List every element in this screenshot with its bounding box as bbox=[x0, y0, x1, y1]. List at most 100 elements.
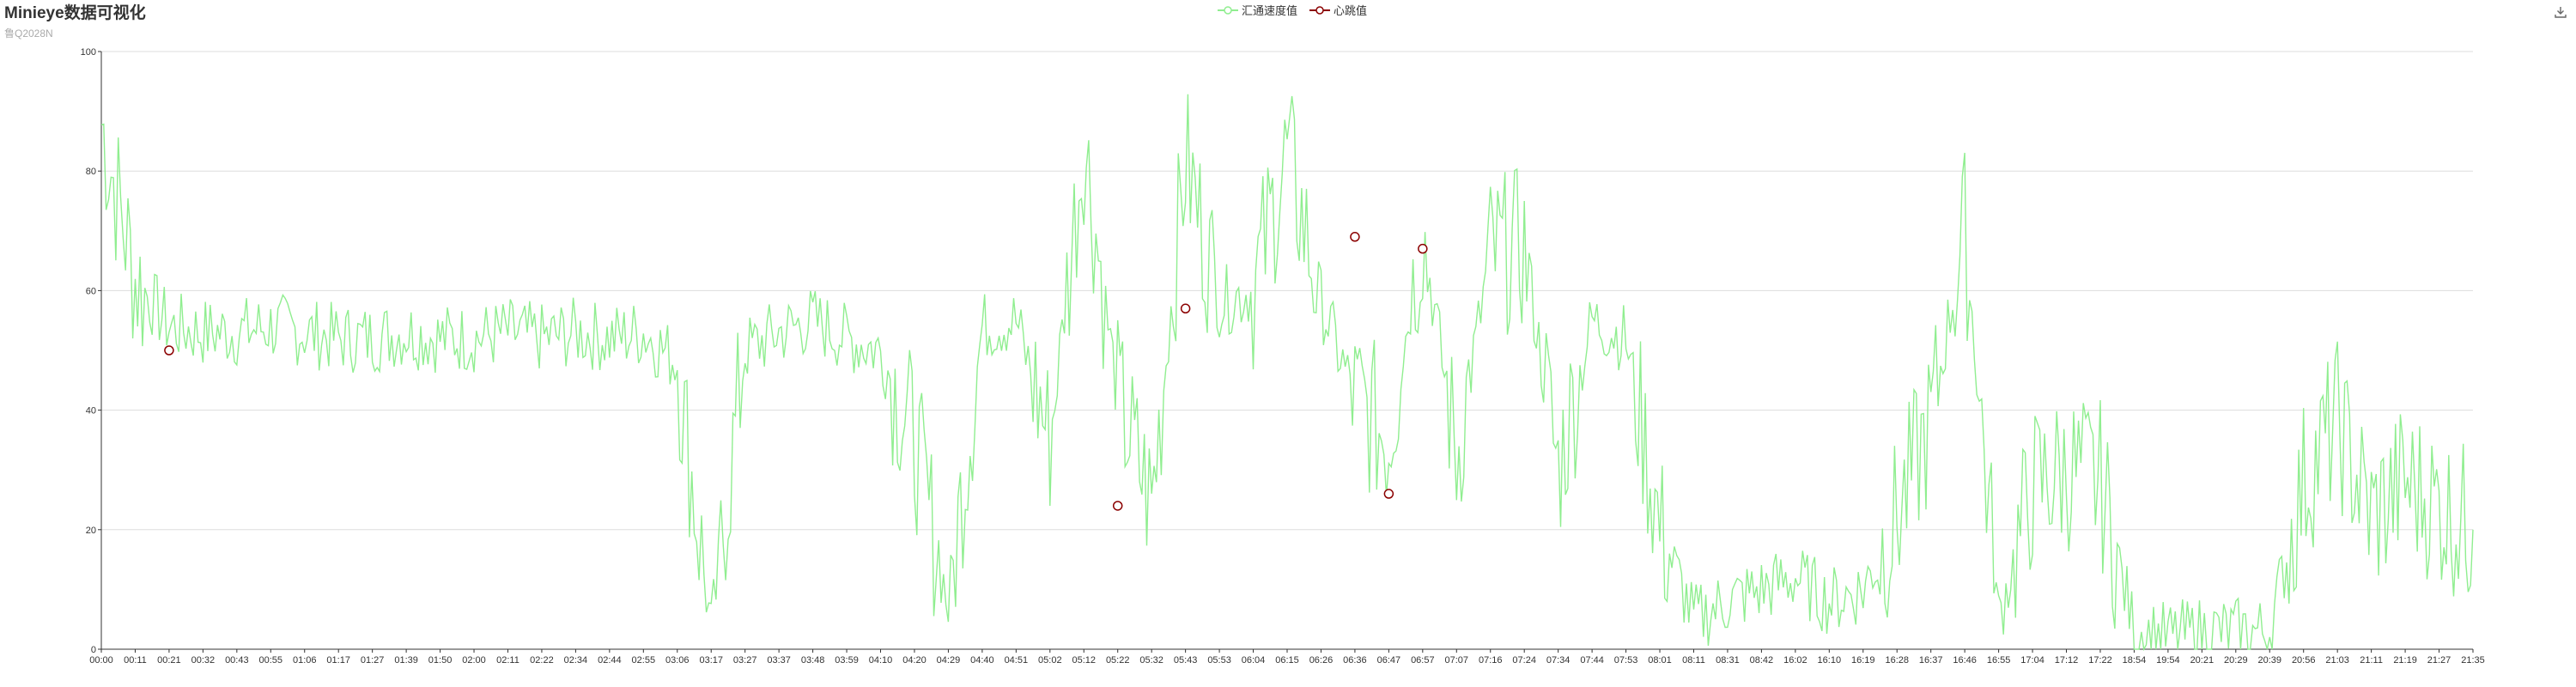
y-tick-label: 20 bbox=[86, 526, 96, 536]
x-tick-label: 03:27 bbox=[733, 655, 757, 666]
x-tick-label: 04:51 bbox=[1005, 655, 1029, 666]
x-tick-label: 17:12 bbox=[2055, 655, 2079, 666]
x-tick-label: 02:22 bbox=[530, 655, 554, 666]
x-tick-label: 06:26 bbox=[1309, 655, 1334, 666]
x-tick-label: 01:27 bbox=[361, 655, 385, 666]
x-tick-label: 16:10 bbox=[1818, 655, 1842, 666]
x-tick-label: 16:19 bbox=[1851, 655, 1875, 666]
heart-point bbox=[1418, 243, 1428, 254]
y-tick-label: 40 bbox=[86, 406, 96, 416]
x-tick-label: 20:39 bbox=[2257, 655, 2281, 666]
x-tick-label: 01:50 bbox=[428, 655, 453, 666]
speed-line bbox=[100, 94, 2474, 652]
x-tick-label: 01:06 bbox=[293, 655, 317, 666]
x-tick-label: 16:02 bbox=[1783, 655, 1807, 666]
x-tick-label: 02:00 bbox=[462, 655, 486, 666]
legend-label-speed: 汇通速度值 bbox=[1242, 4, 1298, 17]
x-tick-label: 21:11 bbox=[2360, 655, 2383, 666]
x-tick-label: 07:44 bbox=[1580, 655, 1604, 666]
x-tick-label: 08:11 bbox=[1682, 655, 1705, 666]
x-tick-label: 00:43 bbox=[225, 655, 249, 666]
chart-title: Minieye数据可视化 bbox=[4, 4, 146, 22]
x-tick-label: 20:56 bbox=[2292, 655, 2316, 666]
download-icon-glyph bbox=[2555, 7, 2567, 18]
legend-label-heart: 心跳值 bbox=[1334, 4, 1368, 17]
x-tick-label: 16:37 bbox=[1919, 655, 1943, 666]
x-tick-label: 04:29 bbox=[937, 655, 961, 666]
x-tick-label: 05:22 bbox=[1106, 655, 1130, 666]
x-tick-label: 20:21 bbox=[2190, 655, 2215, 666]
x-axis: 00:00 00:11 00:21 00:32 00:43 00:55 01:06 01:17… bbox=[89, 648, 2485, 666]
series-heart bbox=[164, 232, 1428, 511]
x-tick-label: 05:43 bbox=[1174, 655, 1198, 666]
heart-point bbox=[1383, 489, 1394, 499]
x-tick-label: 02:44 bbox=[598, 655, 622, 666]
x-tick-label: 08:01 bbox=[1648, 655, 1672, 666]
legend-item-heart[interactable]: 心跳值 bbox=[1309, 2, 1367, 18]
x-tick-label: 02:34 bbox=[564, 655, 588, 666]
x-tick-label: 03:17 bbox=[699, 655, 723, 666]
x-tick-label: 00:32 bbox=[191, 655, 216, 666]
x-tick-label: 04:20 bbox=[902, 655, 927, 666]
x-tick-label: 00:55 bbox=[259, 655, 283, 666]
x-tick-label: 04:10 bbox=[869, 655, 893, 666]
x-tick-label: 08:31 bbox=[1716, 655, 1740, 666]
x-tick-label: 04:40 bbox=[970, 655, 994, 666]
heart-point bbox=[164, 345, 174, 356]
chart-subtitle: 鲁Q2028N bbox=[4, 27, 53, 40]
x-tick-label: 02:11 bbox=[496, 655, 519, 666]
y-tick-label: 100 bbox=[81, 47, 96, 58]
x-tick-label: 21:27 bbox=[2427, 655, 2451, 666]
x-tick-label: 00:21 bbox=[157, 655, 181, 666]
y-tick-label: 60 bbox=[86, 286, 96, 296]
x-tick-label: 07:07 bbox=[1445, 655, 1469, 666]
x-tick-label: 06:47 bbox=[1377, 655, 1401, 666]
x-tick-label: 00:11 bbox=[124, 655, 147, 666]
series-speed bbox=[100, 94, 2474, 652]
y-tick-label: 0 bbox=[91, 645, 96, 655]
x-tick-label: 07:24 bbox=[1512, 655, 1536, 666]
grid-lines bbox=[101, 51, 2473, 531]
x-tick-label: 20:29 bbox=[2224, 655, 2248, 666]
x-tick-label: 06:57 bbox=[1411, 655, 1435, 666]
x-tick-label: 17:04 bbox=[2020, 655, 2044, 666]
legend-swatch-speed bbox=[1218, 5, 1238, 15]
x-tick-label: 02:55 bbox=[632, 655, 656, 666]
x-tick-label: 00:00 bbox=[89, 655, 113, 666]
x-tick-label: 16:28 bbox=[1885, 655, 1909, 666]
y-axis: 0 20 40 60 80 100 bbox=[81, 47, 102, 655]
x-tick-label: 17:22 bbox=[2088, 655, 2112, 666]
legend-item-speed[interactable]: 汇通速度值 bbox=[1218, 2, 1297, 18]
x-tick-label: 21:19 bbox=[2393, 655, 2417, 666]
x-tick-label: 16:46 bbox=[1953, 655, 1977, 666]
x-tick-label: 05:53 bbox=[1207, 655, 1231, 666]
x-tick-label: 07:53 bbox=[1614, 655, 1638, 666]
x-tick-label: 07:16 bbox=[1479, 655, 1503, 666]
heart-point bbox=[1112, 501, 1123, 511]
legend-swatch-heart bbox=[1309, 5, 1331, 15]
x-tick-label: 05:32 bbox=[1139, 655, 1163, 666]
x-tick-label: 18:54 bbox=[2123, 655, 2147, 666]
x-tick-label: 21:03 bbox=[2325, 655, 2349, 666]
x-tick-label: 16:55 bbox=[1987, 655, 2011, 666]
x-tick-label: 03:48 bbox=[801, 655, 825, 666]
x-tick-label: 08:42 bbox=[1750, 655, 1774, 666]
x-tick-label: 03:59 bbox=[835, 655, 859, 666]
heart-point bbox=[1350, 232, 1360, 242]
x-tick-label: 03:37 bbox=[767, 655, 791, 666]
x-tick-label: 19:54 bbox=[2156, 655, 2180, 666]
x-tick-label: 07:34 bbox=[1546, 655, 1571, 666]
x-tick-label: 05:12 bbox=[1072, 655, 1096, 666]
x-tick-label: 06:04 bbox=[1242, 655, 1266, 666]
heart-point bbox=[1180, 303, 1191, 314]
x-tick-label: 03:06 bbox=[665, 655, 690, 666]
y-tick-label: 80 bbox=[86, 167, 96, 177]
x-tick-label: 21:35 bbox=[2461, 655, 2485, 666]
legend: 汇通速度值 心跳值 bbox=[1218, 2, 1367, 18]
x-tick-label: 01:17 bbox=[326, 655, 350, 666]
download-icon[interactable] bbox=[2554, 5, 2567, 23]
x-tick-label: 05:02 bbox=[1038, 655, 1062, 666]
x-tick-label: 01:39 bbox=[394, 655, 418, 666]
x-tick-label: 06:15 bbox=[1275, 655, 1299, 666]
